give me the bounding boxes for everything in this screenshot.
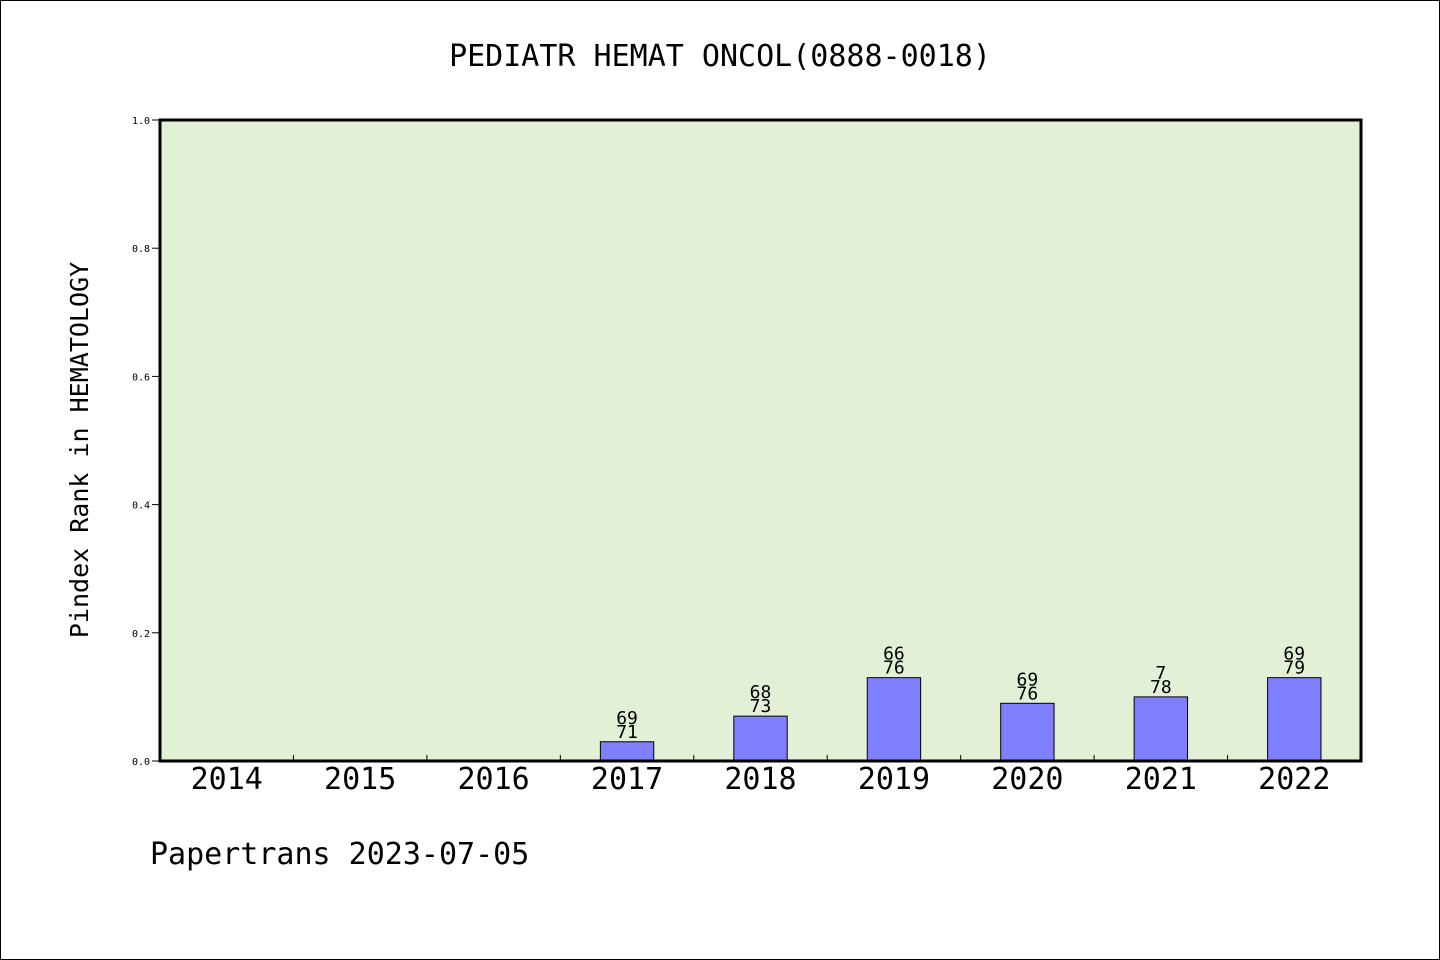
bar-2020 <box>1000 702 1055 762</box>
x-tick-label-2014: 2014 <box>191 762 263 797</box>
data-label-bottom-2017: 71 <box>616 722 638 743</box>
data-label-top-2018: 68 <box>750 682 772 703</box>
bar-2021 <box>1133 696 1189 762</box>
x-tick-label-2020: 2020 <box>991 762 1063 797</box>
y-tick-label-0.2: 0.2 <box>132 629 150 640</box>
data-label-bottom-2020: 76 <box>1017 683 1039 704</box>
data-label-top-2021: 7 <box>1155 663 1166 684</box>
x-tick-label-2016: 2016 <box>457 762 529 797</box>
plot-border <box>158 118 1363 763</box>
data-label-top-2017: 69 <box>616 708 638 729</box>
data-label-bottom-2021: 78 <box>1150 677 1172 698</box>
bar-2017 <box>599 741 655 762</box>
bar-2019 <box>866 677 922 762</box>
data-label-bottom-2019: 76 <box>883 658 905 679</box>
footer-text: Papertrans 2023-07-05 <box>150 837 529 872</box>
y-tick-label-0.0: 0.0 <box>132 757 150 768</box>
x-tick-label-2022: 2022 <box>1258 762 1330 797</box>
x-tick-label-2019: 2019 <box>858 762 930 797</box>
data-label-bottom-2022: 79 <box>1283 658 1305 679</box>
x-tick-label-2021: 2021 <box>1125 762 1197 797</box>
y-tick-label-0.8: 0.8 <box>132 244 150 255</box>
data-label-top-2020: 69 <box>1017 669 1039 690</box>
data-label-top-2022: 69 <box>1283 644 1305 665</box>
bars-group <box>599 677 1322 762</box>
x-tick-label-2017: 2017 <box>591 762 663 797</box>
bar-2018 <box>733 715 788 762</box>
chart-title: PEDIATR HEMAT ONCOL(0888-0018) <box>449 39 991 74</box>
ticks-group: 2014 2015 2016 2017 2018 2019 2020 2021 2022 0.0 0… <box>132 116 1330 797</box>
y-tick-label-0.6: 0.6 <box>132 372 150 383</box>
plot-area <box>160 120 1361 761</box>
y-axis-label: Pindex Rank in HEMATOLOGY <box>65 262 94 638</box>
data-label-bottom-2018: 73 <box>750 696 772 717</box>
x-tick-label-2015: 2015 <box>324 762 396 797</box>
y-tick-label-1.0: 1.0 <box>132 116 150 127</box>
bar-2022 <box>1267 677 1322 762</box>
x-tick-label-2018: 2018 <box>724 762 796 797</box>
data-label-top-2019: 66 <box>883 644 905 665</box>
y-tick-label-0.4: 0.4 <box>132 501 150 512</box>
